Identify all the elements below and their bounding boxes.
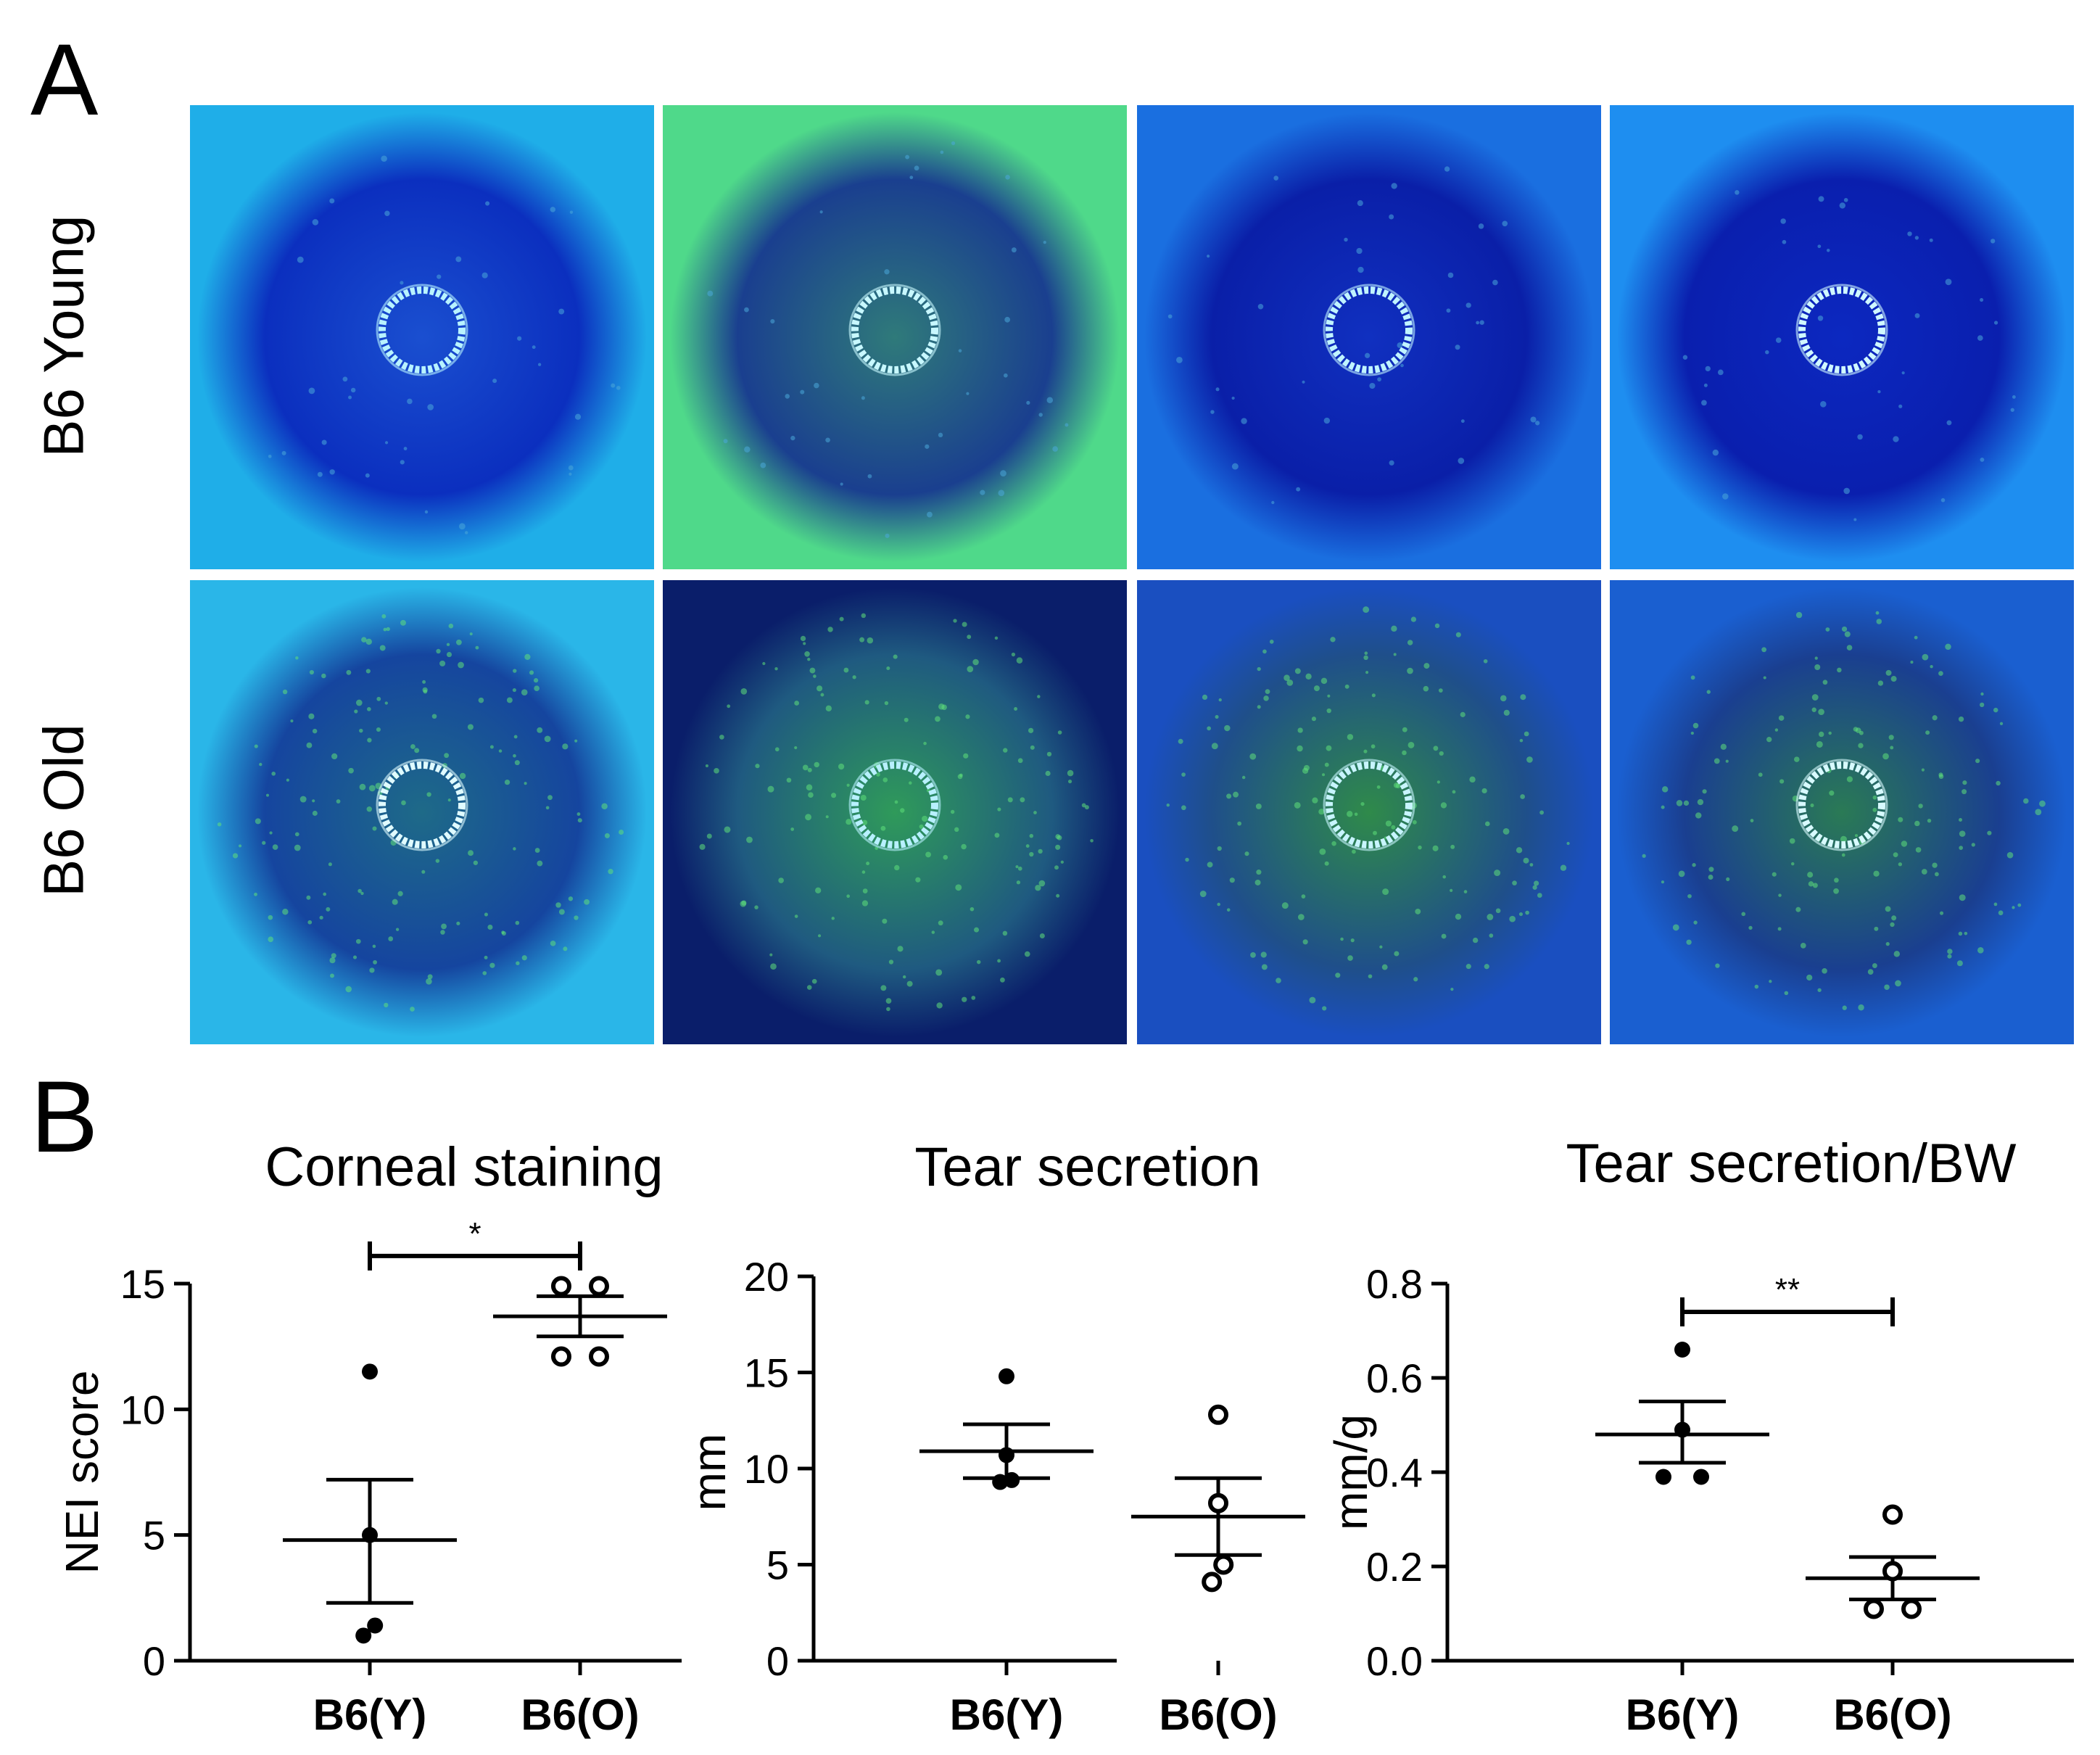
data-point	[589, 1276, 609, 1297]
x-tick-label: B6(Y)	[950, 1690, 1064, 1739]
y-tick-label: 0.6	[1366, 1355, 1423, 1401]
eye-photo-young-4	[1610, 105, 2074, 569]
y-axis-label: NEI score	[56, 1371, 108, 1574]
data-point	[355, 1627, 372, 1644]
eye-photo-old-2	[663, 580, 1127, 1044]
y-tick-label: 15	[120, 1261, 165, 1307]
data-point	[551, 1346, 571, 1367]
eye-photo-old-1	[190, 580, 654, 1044]
data-point	[1693, 1469, 1709, 1485]
x-tick-label: B6(O)	[521, 1690, 639, 1739]
data-point	[1674, 1342, 1690, 1358]
data-point	[1208, 1404, 1228, 1425]
x-tick-label: B6(O)	[1159, 1690, 1277, 1739]
data-point	[1882, 1561, 1903, 1582]
y-tick-label: 0.4	[1366, 1450, 1423, 1495]
y-axis-label: mm	[683, 1434, 735, 1511]
y-tick-label: 15	[744, 1350, 789, 1396]
panel-a-label: A	[30, 22, 99, 136]
data-point	[1213, 1554, 1234, 1575]
data-point	[551, 1276, 571, 1297]
chart-title: Tear secretion/BW	[1566, 1133, 2017, 1194]
y-tick-label: 0	[143, 1638, 165, 1684]
data-point	[1202, 1572, 1223, 1593]
panel-b-label: B	[30, 1060, 99, 1173]
data-point	[999, 1368, 1014, 1384]
y-tick-label: 5	[143, 1513, 165, 1558]
y-tick-label: 10	[744, 1446, 789, 1492]
eye-photo-old-4	[1610, 580, 2074, 1044]
data-point	[362, 1363, 378, 1380]
x-tick-label: B6(O)	[1833, 1690, 1951, 1739]
eye-photo-young-3	[1137, 105, 1601, 569]
data-point	[999, 1447, 1014, 1463]
y-tick-label: 0	[766, 1638, 789, 1684]
data-point	[1882, 1504, 1903, 1525]
data-point	[1674, 1421, 1690, 1438]
y-tick-label: 0.8	[1366, 1261, 1423, 1307]
data-point	[1655, 1469, 1671, 1485]
x-tick-label: B6(Y)	[1626, 1690, 1740, 1739]
data-point	[362, 1527, 378, 1543]
y-tick-label: 0.0	[1366, 1638, 1423, 1684]
chart-title: Corneal staining	[265, 1136, 663, 1198]
y-tick-label: 10	[120, 1387, 165, 1432]
data-point	[1901, 1598, 1922, 1619]
data-point	[992, 1474, 1009, 1490]
data-point	[1864, 1598, 1884, 1619]
eye-photo-young-2	[663, 105, 1127, 569]
chart-title: Tear secretion	[914, 1136, 1260, 1198]
eye-photo-young-1	[190, 105, 654, 569]
significance-label: **	[1775, 1272, 1800, 1308]
y-axis-label: mm/g	[1325, 1414, 1377, 1530]
significance-label: *	[468, 1216, 481, 1252]
y-tick-label: 5	[766, 1543, 789, 1588]
data-point	[367, 1617, 384, 1634]
data-point	[589, 1346, 609, 1367]
y-tick-label: 0.2	[1366, 1544, 1423, 1590]
data-point	[1208, 1492, 1228, 1514]
y-tick-label: 20	[744, 1254, 789, 1300]
eye-photo-old-3	[1137, 580, 1601, 1044]
x-tick-label: B6(Y)	[313, 1690, 427, 1739]
